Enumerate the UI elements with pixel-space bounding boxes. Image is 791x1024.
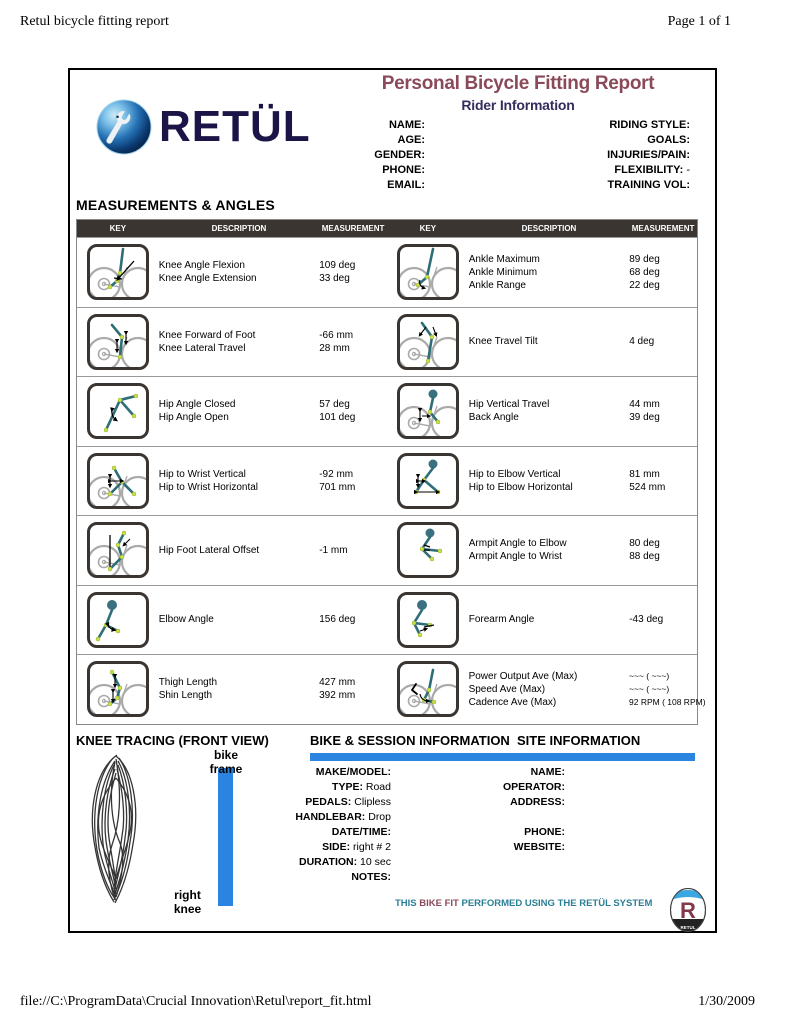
svg-text:RETUL: RETUL — [681, 925, 696, 930]
svg-text:R: R — [680, 898, 696, 923]
